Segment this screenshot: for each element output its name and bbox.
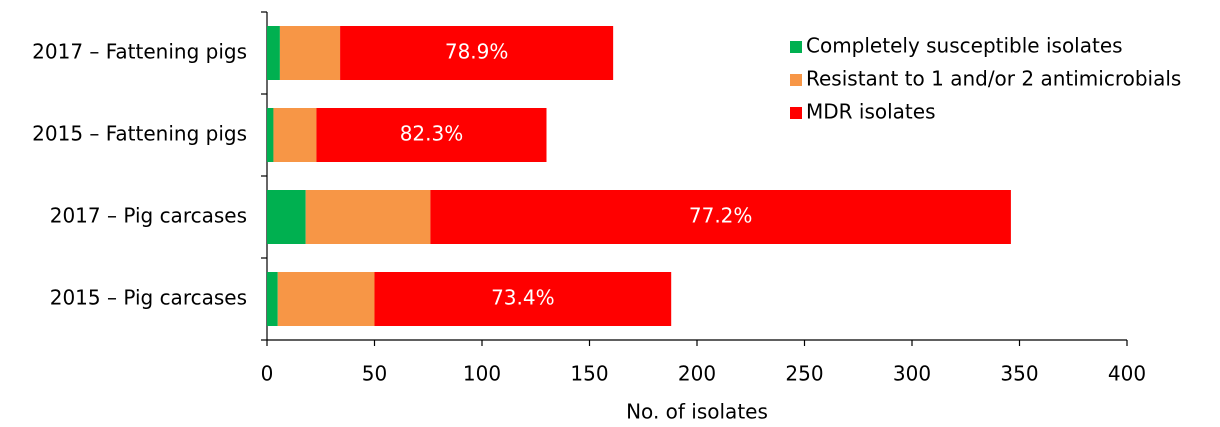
bar-segment	[277, 272, 375, 326]
x-tick-label: 300	[893, 362, 931, 386]
legend-swatch	[790, 74, 802, 86]
bar-segment	[316, 108, 547, 162]
data-label: 82.3%	[400, 122, 464, 146]
y-tick-label: 2017 – Pig carcases	[50, 204, 247, 228]
legend-swatch	[790, 107, 802, 119]
x-tick-label: 200	[678, 362, 716, 386]
bar-segment	[267, 190, 306, 244]
bar-segment	[267, 26, 280, 80]
bar-segment	[279, 26, 341, 80]
bar-segment	[340, 26, 614, 80]
y-tick-label: 2017 – Fattening pigs	[32, 40, 247, 64]
x-tick-label: 100	[463, 362, 501, 386]
x-tick-label: 0	[261, 362, 274, 386]
data-label: 73.4%	[491, 286, 555, 310]
legend-label: Resistant to 1 and/or 2 antimicrobials	[806, 67, 1181, 91]
bar-segment	[267, 272, 278, 326]
x-axis-title: No. of isolates	[626, 400, 768, 424]
legend-label: Completely susceptible isolates	[806, 34, 1123, 58]
data-label: 77.2%	[689, 204, 753, 228]
y-tick-label: 2015 – Fattening pigs	[32, 122, 247, 146]
x-tick-label: 150	[570, 362, 608, 386]
bar-segment	[267, 108, 274, 162]
x-tick-label: 350	[1000, 362, 1038, 386]
x-tick-label: 50	[362, 362, 387, 386]
bar-segment	[273, 108, 317, 162]
y-tick-label: 2015 – Pig carcases	[50, 286, 247, 310]
bar-segment	[305, 190, 431, 244]
bar-segment	[430, 190, 1011, 244]
x-tick-label: 250	[785, 362, 823, 386]
legend-label: MDR isolates	[806, 100, 936, 124]
x-tick-label: 400	[1108, 362, 1146, 386]
bar-segment	[374, 272, 672, 326]
data-label: 78.9%	[445, 40, 509, 64]
legend-swatch	[790, 41, 802, 53]
